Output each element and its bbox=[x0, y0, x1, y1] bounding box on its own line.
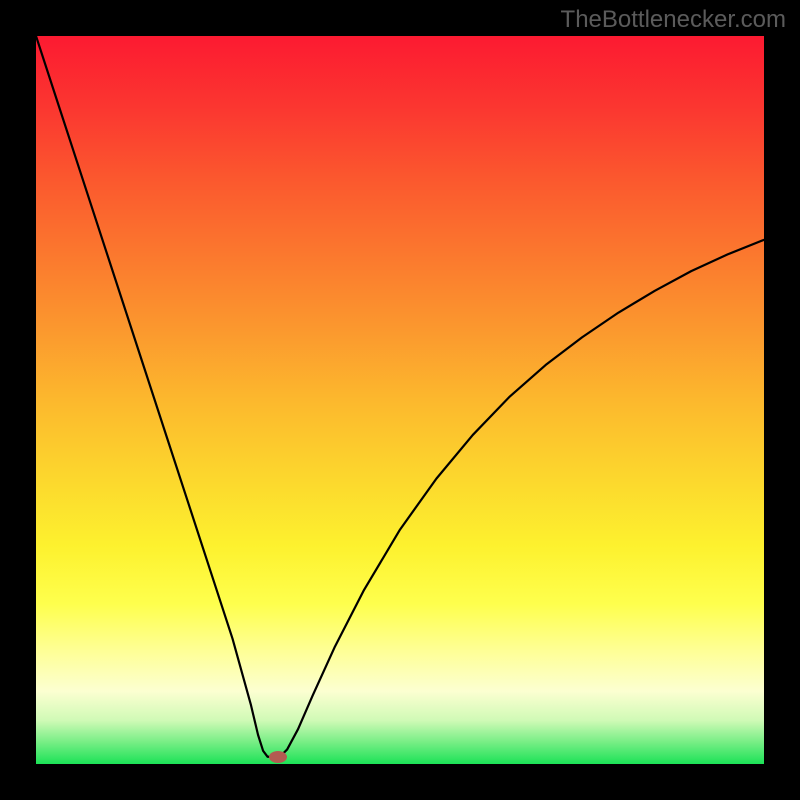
plot-area bbox=[36, 36, 764, 764]
bottleneck-curve bbox=[36, 36, 764, 764]
chart-frame: TheBottlenecker.com bbox=[0, 0, 800, 800]
watermark-text: TheBottlenecker.com bbox=[561, 6, 786, 34]
optimum-marker bbox=[269, 751, 287, 763]
